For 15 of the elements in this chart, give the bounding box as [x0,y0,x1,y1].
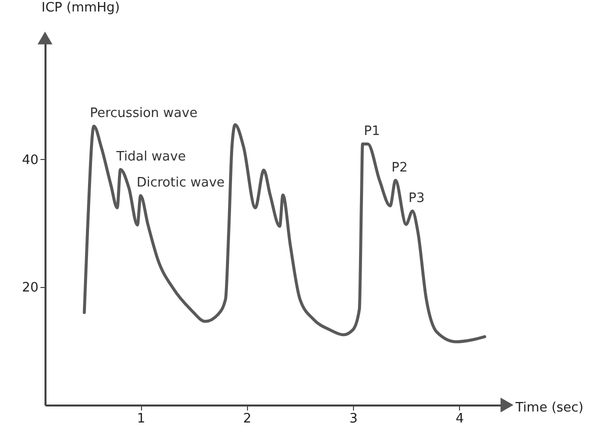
y-axis-title: ICP (mmHg) [42,0,120,16]
x-axis-title: Time (sec) [514,400,584,416]
annotation: P1 [364,124,380,139]
x-tick-label: 3 [349,412,358,426]
x-tick-label: 2 [243,412,252,426]
y-tick-label: 20 [22,280,38,296]
annotation: P3 [408,190,425,206]
annotation: P2 [391,160,408,176]
annotation: Tidal wave [115,149,186,164]
annotation: Dicrotic wave [136,176,225,191]
annotation: Percussion wave [90,106,198,122]
y-tick-label: 40 [22,152,38,168]
line-series [82,123,486,344]
x-tick-label: 1 [136,412,146,426]
x-tick-label: 4 [456,412,464,426]
